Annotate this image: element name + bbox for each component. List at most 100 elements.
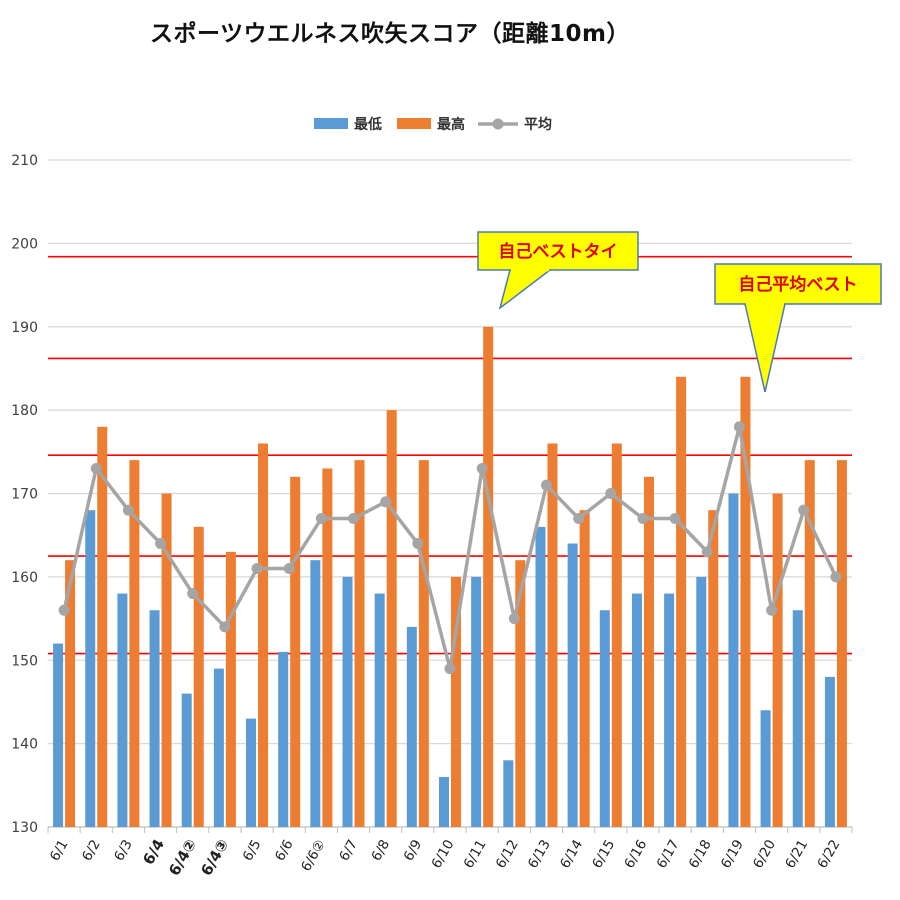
callout-text: 自己平均ベスト: [738, 274, 857, 295]
y-tick-label: 190: [11, 320, 38, 336]
bar-max: [643, 476, 654, 827]
callout-text: 自己ベストタイ: [498, 241, 617, 262]
bar-min: [824, 676, 835, 827]
bar-max: [129, 460, 140, 827]
x-tick-label: 6/5: [240, 837, 265, 864]
bar-max: [611, 443, 622, 827]
x-tick-label: 6/4: [139, 836, 168, 868]
bars: [53, 326, 847, 827]
bar-max: [193, 526, 204, 827]
bar-max: [225, 551, 236, 827]
bar-min: [439, 776, 449, 827]
bar-max: [258, 443, 269, 827]
bar-max: [676, 376, 687, 827]
x-tick-label: 6/4③: [197, 836, 232, 879]
y-tick-label: 200: [11, 236, 38, 252]
bar-min: [342, 576, 353, 827]
legend-swatch: [397, 118, 431, 129]
callout-box: [477, 231, 639, 271]
average-point: [251, 563, 263, 575]
legend: 最低 最高 平均: [314, 116, 552, 133]
average-point: [219, 621, 231, 633]
x-tick-label: 6/19: [718, 837, 747, 871]
y-tick-label: 140: [11, 737, 38, 753]
x-tick-label: 6/9: [401, 837, 426, 864]
bar-max: [483, 326, 494, 827]
x-tick-label: 6/13: [525, 837, 554, 871]
legend-swatch: [314, 118, 348, 129]
x-tick-label: 6/11: [461, 837, 490, 871]
x-tick-label: 6/4②: [165, 836, 200, 879]
average-point: [605, 488, 617, 499]
average-point: [315, 513, 327, 525]
average-point: [380, 496, 392, 508]
x-tick-label: 6/15: [589, 837, 618, 871]
bar-max: [418, 460, 429, 827]
bar-max: [322, 468, 333, 827]
average-point: [348, 513, 360, 525]
callout-box: [714, 263, 882, 305]
average-point: [476, 462, 488, 474]
average-point: [733, 421, 745, 433]
average-point: [508, 613, 520, 625]
average-point: [669, 513, 681, 525]
average-point: [444, 663, 456, 675]
bar-min: [567, 543, 578, 827]
bar-max: [97, 426, 108, 827]
average-point: [90, 462, 102, 474]
y-tick-label: 150: [11, 653, 38, 669]
bar-min: [149, 610, 160, 827]
bar-min: [213, 668, 224, 827]
x-tick-label: 6/10: [428, 837, 457, 871]
bar-max: [515, 560, 526, 827]
average-polyline: [62, 425, 838, 671]
average-point: [637, 513, 649, 525]
bar-max: [386, 410, 397, 827]
y-tick-label: 130: [11, 820, 38, 836]
bar-max: [836, 460, 847, 827]
x-tick-label: 6/6: [272, 837, 297, 864]
average-point: [155, 538, 167, 550]
x-tick-label: 6/2: [79, 837, 104, 864]
bar-min: [471, 576, 482, 827]
average-point: [701, 546, 713, 558]
bar-min: [310, 560, 321, 827]
bar-max: [451, 576, 461, 827]
reference-lines: [48, 255, 852, 655]
bar-min: [535, 526, 546, 827]
x-tick-label: 6/12: [493, 837, 522, 871]
chart-title: スポーツウエルネス吹矢スコア（距離10m）: [150, 21, 631, 47]
bar-max: [547, 443, 558, 827]
bar-min: [599, 610, 610, 827]
x-tick-label: 6/3: [111, 837, 136, 864]
y-tick-label: 210: [11, 153, 38, 169]
y-tick-label: 180: [11, 403, 38, 419]
bar-max: [740, 376, 751, 827]
bar-min: [792, 610, 803, 827]
x-tick-label: 6/16: [621, 837, 650, 871]
x-tick-label: 6/7: [336, 837, 361, 864]
bar-min: [503, 760, 514, 827]
bar-min: [664, 593, 675, 827]
average-point: [412, 538, 424, 550]
bar-max: [65, 560, 76, 827]
bar-max: [579, 510, 590, 827]
legend-label: 最高: [437, 116, 465, 133]
x-tick-label: 6/1: [47, 837, 72, 864]
bar-min: [117, 593, 128, 827]
bar-min: [374, 593, 385, 827]
average-point: [58, 604, 70, 616]
x-tick-label: 6/21: [782, 837, 811, 871]
average-point: [573, 513, 585, 525]
bar-min: [760, 710, 771, 827]
average-point: [766, 604, 778, 616]
bar-min: [246, 718, 257, 827]
x-tick-label: 6/17: [654, 837, 683, 871]
bar-min: [406, 626, 417, 827]
legend-swatch-marker: [492, 118, 504, 130]
x-tick-label: 6/6②: [298, 837, 329, 874]
bar-min: [631, 593, 642, 827]
bar-max: [772, 493, 783, 827]
